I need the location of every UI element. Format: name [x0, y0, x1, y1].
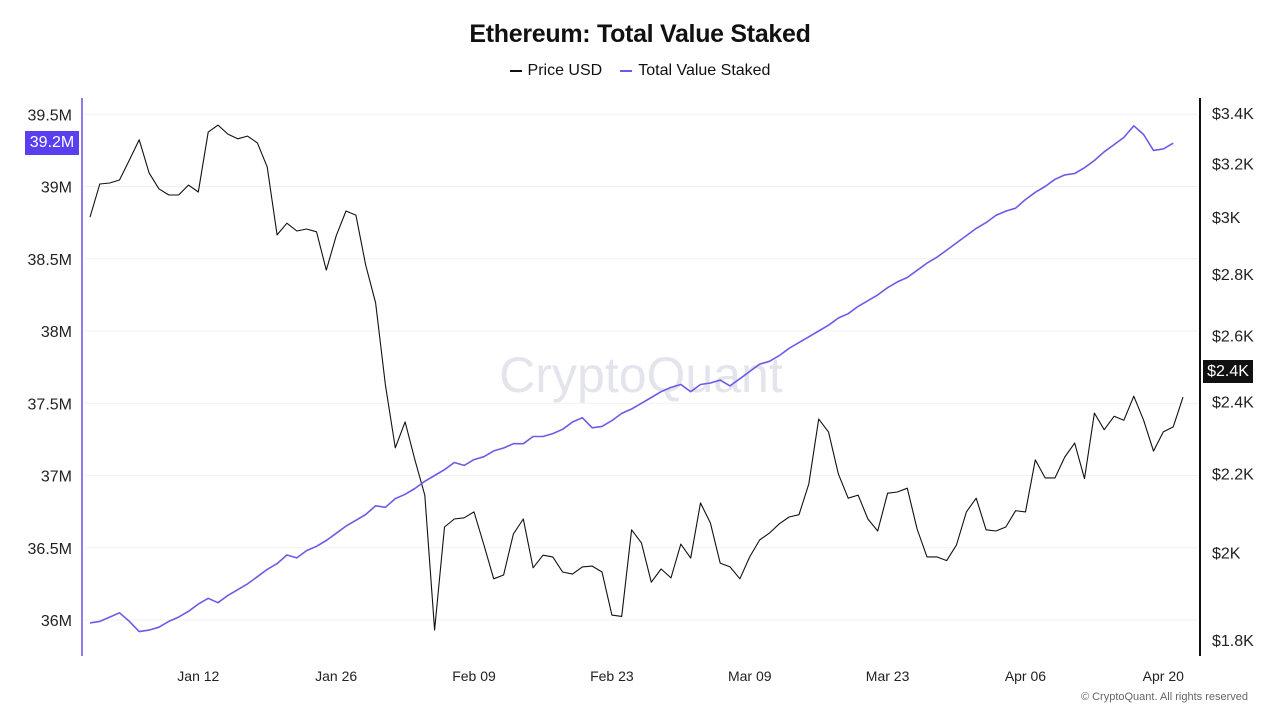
current-price-badge: $2.4K — [1203, 360, 1253, 383]
right-tick-label: $1.8K — [1212, 633, 1254, 650]
legend-label-price: Price USD — [527, 62, 603, 79]
right-tick-label: $3.2K — [1212, 156, 1254, 173]
x-tick-label: Feb 23 — [590, 668, 634, 684]
legend-swatch-price — [509, 70, 522, 72]
left-tick-label: 36M — [41, 613, 72, 630]
price-usd-line — [89, 124, 1184, 631]
right-tick-label: $2.2K — [1212, 467, 1254, 484]
chart-title: Ethereum: Total Value Staked — [469, 20, 811, 48]
right-tick-label: $2.8K — [1212, 267, 1254, 284]
x-tick-label: Jan 12 — [177, 668, 219, 684]
legend: Price USD Total Value Staked — [0, 62, 1280, 80]
x-tick-label: Apr 20 — [1143, 668, 1184, 684]
current-tvs-badge: 39.2M — [25, 131, 79, 155]
left-tick-label: 38.5M — [28, 252, 72, 269]
legend-swatch-tvs — [620, 70, 633, 72]
total-value-staked-line — [89, 125, 1174, 633]
right-tick-label: $2.6K — [1212, 328, 1254, 345]
legend-item-price[interactable]: Price USD — [509, 62, 603, 80]
legend-item-tvs[interactable]: Total Value Staked — [620, 62, 770, 80]
left-tick-label: 36.5M — [28, 541, 72, 558]
x-tick-label: Mar 09 — [728, 668, 772, 684]
left-tick-label: 38M — [41, 324, 72, 341]
right-tick-label: $3.4K — [1212, 106, 1254, 123]
x-tick-label: Jan 26 — [315, 668, 357, 684]
left-tick-label: 37.5M — [28, 396, 72, 413]
legend-label-tvs: Total Value Staked — [638, 62, 771, 79]
right-tick-label: $3K — [1212, 210, 1241, 227]
left-tick-label: 39M — [41, 180, 72, 197]
left-tick-label: 39.5M — [28, 107, 72, 124]
x-tick-label: Feb 09 — [452, 668, 496, 684]
watermark: CryptoQuant — [499, 347, 783, 403]
right-tick-label: $2.4K — [1212, 395, 1254, 412]
copyright-footer: © CryptoQuant. All rights reserved — [1080, 691, 1248, 703]
x-tick-label: Apr 06 — [1005, 668, 1046, 684]
x-tick-label: Mar 23 — [866, 668, 910, 684]
left-tick-label: 37M — [41, 469, 72, 486]
right-tick-label: $2K — [1212, 546, 1241, 563]
